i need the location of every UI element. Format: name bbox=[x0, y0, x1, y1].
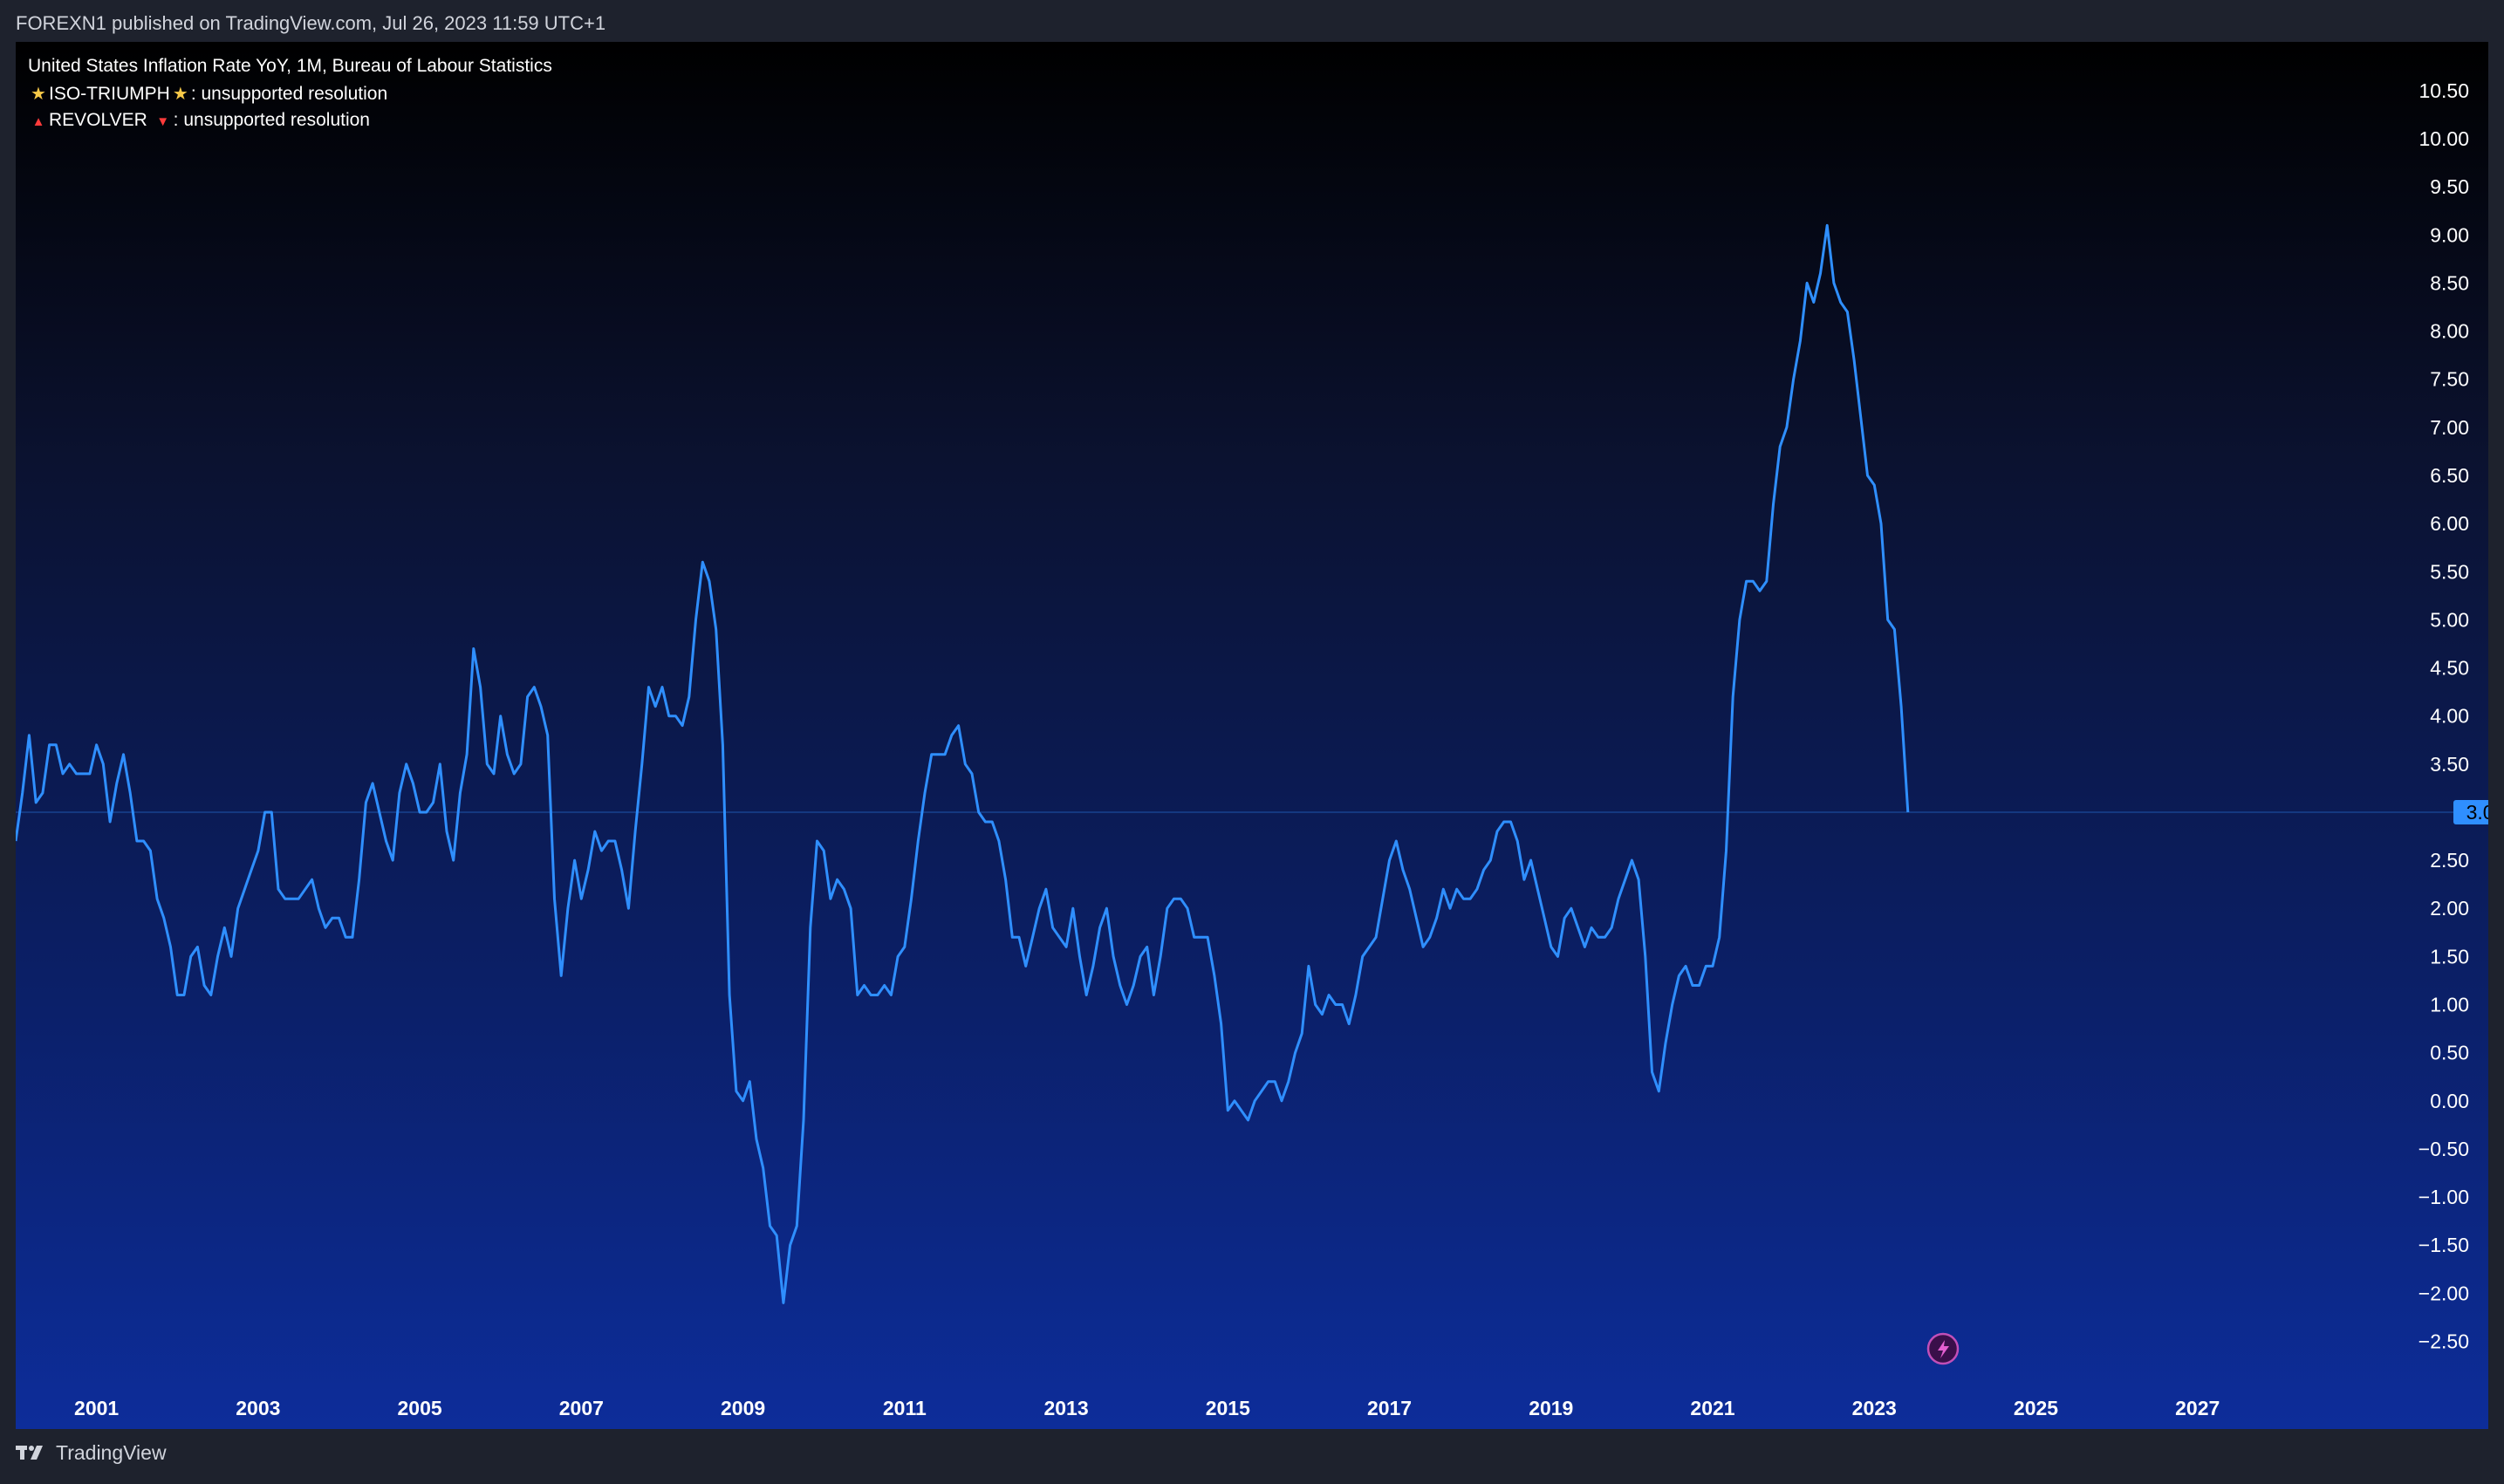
y-tick-label: 0.00 bbox=[2430, 1090, 2469, 1112]
footer-brand[interactable]: TradingView bbox=[16, 1441, 167, 1465]
lightning-icon[interactable] bbox=[1926, 1332, 1960, 1365]
y-tick-label: 0.50 bbox=[2430, 1042, 2469, 1064]
series-line[interactable] bbox=[16, 223, 1910, 1304]
x-tick-label: 2019 bbox=[1529, 1397, 1573, 1419]
y-tick-label: 7.50 bbox=[2430, 368, 2469, 391]
y-tick-label: 4.50 bbox=[2430, 657, 2469, 680]
y-axis[interactable]: 10.50 10.00 9.50 9.00 8.50 8.00 7.50 7.00 6.50 6.… bbox=[2418, 79, 2469, 1353]
star-icon: ★ bbox=[31, 85, 46, 104]
y-tick-label: 1.50 bbox=[2430, 945, 2469, 968]
last-value-label: 3.00 bbox=[2466, 801, 2488, 824]
y-tick-label: −0.50 bbox=[2418, 1138, 2469, 1160]
legend-iso-label: ISO-TRIUMPH bbox=[49, 84, 170, 104]
footer-brand-text: TradingView bbox=[56, 1441, 167, 1464]
x-tick-label: 2001 bbox=[74, 1397, 119, 1419]
y-tick-label: −2.50 bbox=[2418, 1330, 2469, 1353]
y-tick-label: 2.50 bbox=[2430, 849, 2469, 872]
y-tick-label: 1.00 bbox=[2430, 994, 2469, 1016]
x-tick-label: 2015 bbox=[1206, 1397, 1250, 1419]
legend-revolver-suffix: : unsupported resolution bbox=[173, 110, 370, 130]
x-tick-label: 2007 bbox=[559, 1397, 604, 1419]
x-tick-label: 2025 bbox=[2014, 1397, 2058, 1419]
x-tick-label: 2009 bbox=[721, 1397, 765, 1419]
last-value-badge: 3.00 bbox=[2453, 799, 2488, 824]
legend-iso-suffix: : unsupported resolution bbox=[190, 84, 388, 104]
triangle-down-icon: ▼ bbox=[156, 114, 170, 129]
publish-line: FOREXN1 published on TradingView.com, Ju… bbox=[16, 12, 606, 34]
star-icon: ★ bbox=[172, 85, 188, 104]
y-tick-label: 10.50 bbox=[2418, 79, 2469, 102]
y-tick-label: −2.00 bbox=[2418, 1282, 2469, 1304]
y-tick-label: 6.50 bbox=[2430, 464, 2469, 487]
tradingview-logo-icon bbox=[16, 1445, 43, 1460]
x-tick-label: 2023 bbox=[1852, 1397, 1897, 1419]
y-tick-label: 9.00 bbox=[2430, 223, 2469, 246]
y-tick-label: 8.00 bbox=[2430, 320, 2469, 343]
y-tick-label: −1.50 bbox=[2418, 1234, 2469, 1256]
x-tick-label: 2011 bbox=[883, 1397, 927, 1419]
x-tick-label: 2027 bbox=[2175, 1397, 2220, 1419]
y-tick-label: 3.50 bbox=[2430, 753, 2469, 776]
y-tick-label: 4.00 bbox=[2430, 705, 2469, 728]
legend-revolver[interactable]: ▲ REVOLVER ▼: unsupported resolution bbox=[28, 110, 370, 131]
x-tick-label: 2003 bbox=[236, 1397, 280, 1419]
y-tick-label: 9.50 bbox=[2430, 175, 2469, 198]
x-tick-label: 2021 bbox=[1690, 1397, 1734, 1419]
y-tick-label: 2.00 bbox=[2430, 897, 2469, 920]
x-tick-label: 2017 bbox=[1367, 1397, 1412, 1419]
y-tick-label: −1.00 bbox=[2418, 1186, 2469, 1208]
chart-plot[interactable]: 10.50 10.00 9.50 9.00 8.50 8.00 7.50 7.00 6.50 6.… bbox=[16, 42, 2488, 1429]
x-tick-label: 2005 bbox=[398, 1397, 442, 1419]
y-tick-label: 7.00 bbox=[2430, 416, 2469, 439]
legend-iso-triumph[interactable]: ★ ISO-TRIUMPH ★: unsupported resolution bbox=[28, 83, 387, 105]
triangle-up-icon: ▲ bbox=[31, 114, 45, 129]
legend-title[interactable]: United States Inflation Rate YoY, 1M, Bu… bbox=[28, 56, 552, 76]
y-tick-label: 10.00 bbox=[2418, 127, 2469, 150]
y-tick-label: 6.00 bbox=[2430, 512, 2469, 535]
y-tick-label: 8.50 bbox=[2430, 271, 2469, 294]
x-axis[interactable]: 2001 2003 2005 2007 2009 2011 2013 2015 2017 2019… bbox=[74, 1397, 2220, 1419]
y-tick-label: 5.00 bbox=[2430, 608, 2469, 631]
x-tick-label: 2013 bbox=[1043, 1397, 1088, 1419]
y-tick-label: 5.50 bbox=[2430, 560, 2469, 583]
legend-revolver-label: REVOLVER bbox=[49, 110, 147, 130]
chart-frame[interactable]: 10.50 10.00 9.50 9.00 8.50 8.00 7.50 7.00 6.50 6.… bbox=[16, 42, 2488, 1429]
